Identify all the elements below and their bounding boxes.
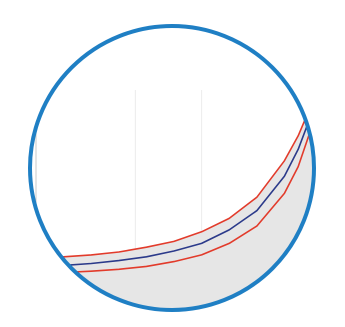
plot-area [30,26,314,310]
upper-bound-line [35,102,313,259]
lower-bound-line [35,125,313,274]
badge-ring [28,24,316,312]
fit-line [35,112,313,268]
shaded-region [36,84,314,310]
series-layer [35,102,313,274]
